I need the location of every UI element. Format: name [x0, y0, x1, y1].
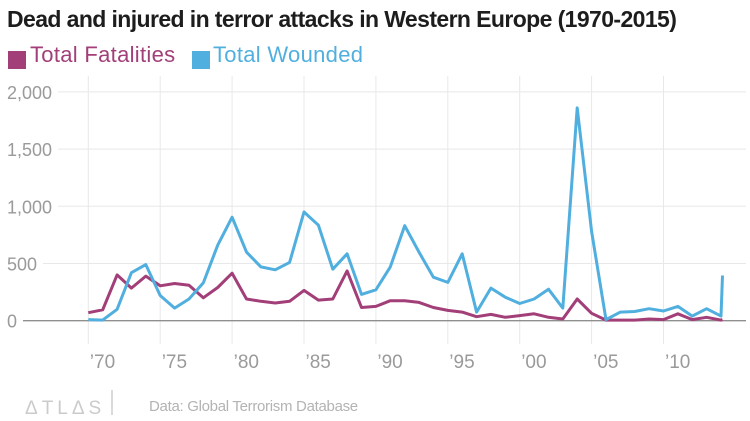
svg-text:’10: ’10 [665, 352, 690, 373]
legend-label-fatalities: Total Fatalities [30, 42, 176, 67]
atlas-logo: ΔTLΔS [25, 398, 106, 419]
svg-text:’75: ’75 [162, 352, 187, 373]
chart-title: Dead and injured in terror attacks in We… [7, 6, 677, 32]
svg-text:’85: ’85 [306, 352, 331, 373]
svg-text:1,000: 1,000 [7, 197, 52, 217]
svg-text:’80: ’80 [234, 352, 259, 373]
svg-text:’05: ’05 [593, 352, 618, 373]
legend-swatch-fatalities [8, 51, 26, 69]
svg-text:0: 0 [7, 312, 17, 332]
svg-text:1,500: 1,500 [7, 140, 52, 160]
svg-text:’70: ’70 [90, 352, 115, 373]
svg-text:’00: ’00 [521, 352, 546, 373]
data-source: Data: Global Terrorism Database [149, 398, 358, 415]
legend-label-wounded: Total Wounded [213, 42, 364, 67]
footer-divider [111, 390, 113, 415]
svg-text:’95: ’95 [449, 352, 474, 373]
legend-swatch-wounded [192, 51, 210, 69]
svg-text:500: 500 [7, 255, 37, 275]
svg-text:’90: ’90 [377, 352, 402, 373]
svg-text:2,000: 2,000 [7, 83, 52, 103]
